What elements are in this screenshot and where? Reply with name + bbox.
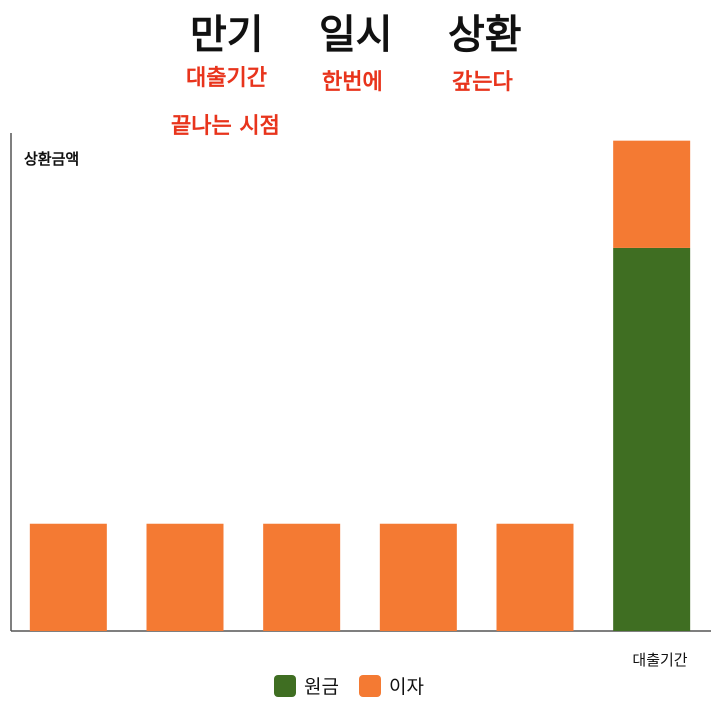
y-axis-label: 상환금액 xyxy=(24,150,79,168)
title-word-2: 일시 xyxy=(319,12,393,58)
bars-group xyxy=(29,140,691,631)
bar-principal-6 xyxy=(613,247,691,631)
bar-interest-4 xyxy=(379,523,457,631)
x-axis-label: 대출기간 xyxy=(632,651,687,669)
subtitle-at-once: 한번에 xyxy=(322,70,383,95)
subtitle-loan-period: 대출기간 xyxy=(186,66,267,91)
bar-interest-2 xyxy=(146,523,224,631)
title-word-3: 상환 xyxy=(448,12,522,58)
bar-interest-5 xyxy=(496,523,574,631)
legend-item-principal: 원금 xyxy=(274,672,339,699)
bar-interest-3 xyxy=(263,523,341,631)
legend-label-interest: 이자 xyxy=(388,676,424,698)
bar-interest-6 xyxy=(613,140,691,248)
legend-item-interest: 이자 xyxy=(358,672,424,699)
subtitle-repay: 갚는다 xyxy=(452,70,513,95)
bar-interest-1 xyxy=(29,523,107,631)
legend: 원금 이자 xyxy=(274,672,444,699)
subtitle-end-point: 끝나는 시점 xyxy=(171,114,280,139)
legend-label-principal: 원금 xyxy=(304,676,339,698)
legend-swatch-principal xyxy=(274,674,296,697)
legend-swatch-interest xyxy=(358,674,381,697)
title-word-1: 만기 xyxy=(190,12,264,58)
